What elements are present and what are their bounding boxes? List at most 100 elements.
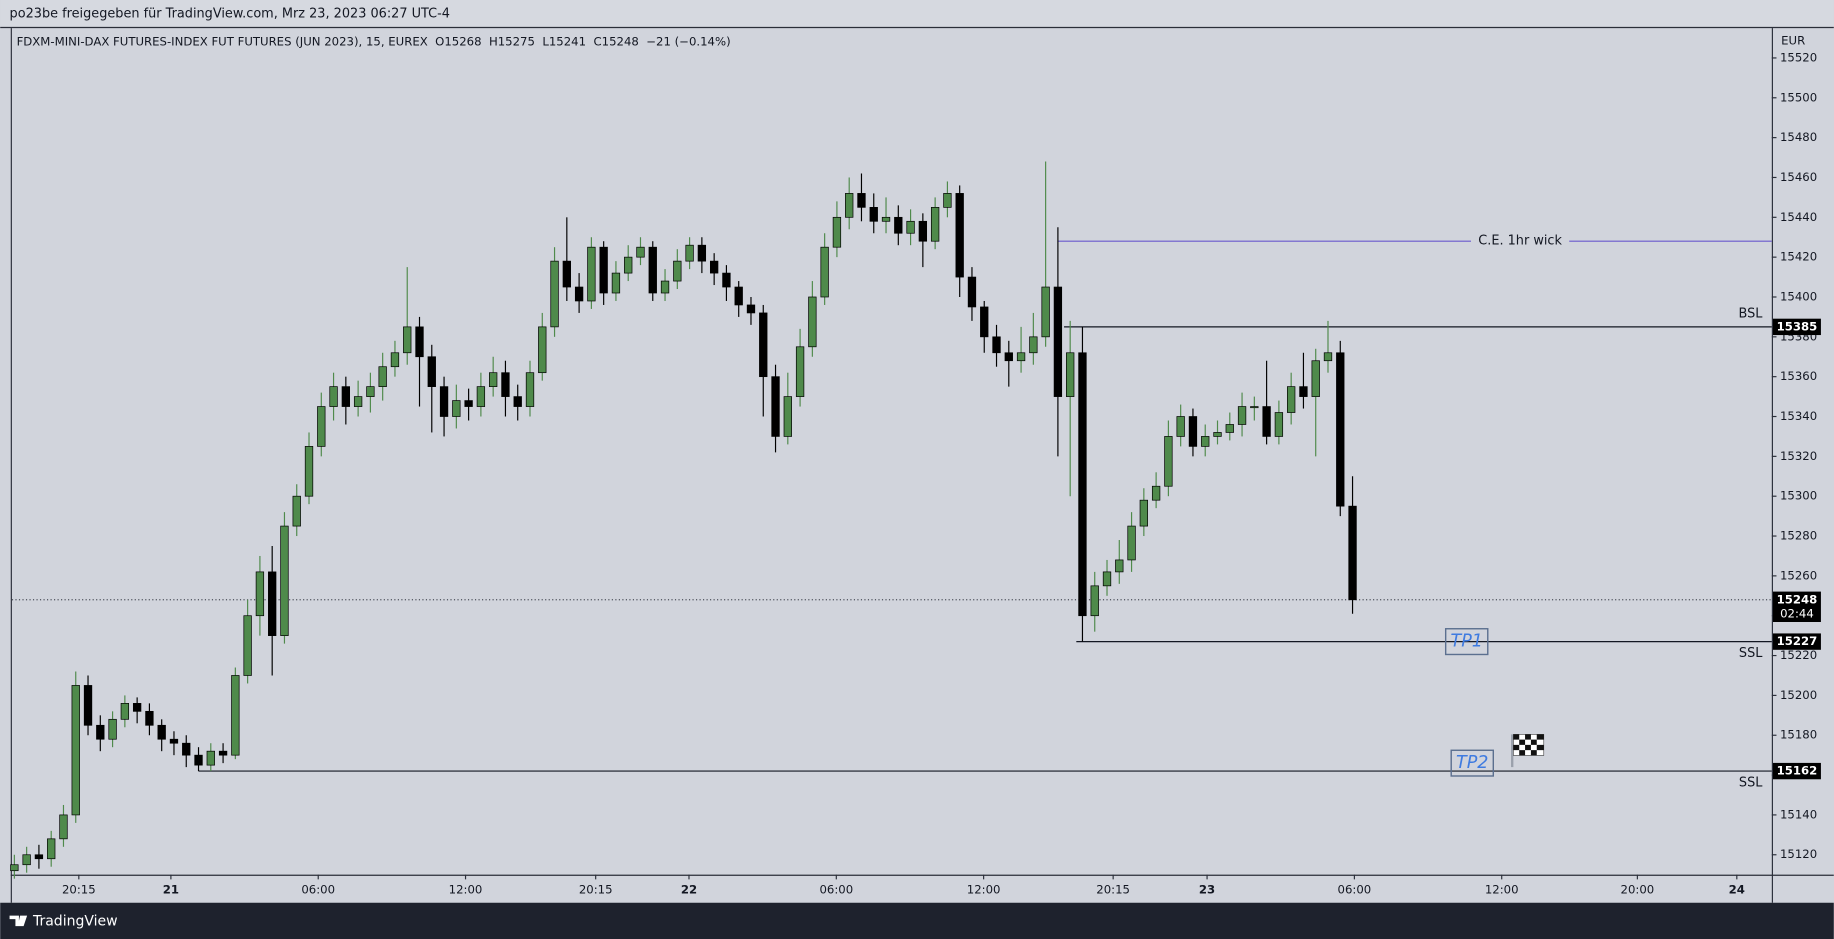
- y-tick-label: 15280: [1780, 529, 1817, 543]
- candle-body: [611, 272, 621, 294]
- candle-body: [1041, 286, 1050, 338]
- x-tick-label: 12:00: [1485, 882, 1519, 896]
- y-tick-label: 15220: [1780, 648, 1817, 662]
- candle-body: [1323, 352, 1333, 362]
- candle-body: [194, 754, 203, 766]
- x-tick-label: 06:00: [301, 882, 335, 896]
- candle-body: [1016, 352, 1026, 362]
- x-tick-label: 21: [163, 882, 179, 896]
- plot-area: 1512015140151601518015200152201524015260…: [10, 50, 1821, 896]
- candle-body: [820, 246, 829, 298]
- candle-body: [501, 372, 510, 397]
- last-price-tag: [1772, 591, 1821, 623]
- candle-body: [845, 193, 854, 218]
- y-tick-label: 15340: [1780, 409, 1817, 423]
- candle-body: [1336, 352, 1345, 507]
- candle-body: [1213, 432, 1222, 437]
- candle-body: [648, 246, 657, 294]
- candle-body: [1201, 436, 1210, 447]
- candle-body: [943, 193, 952, 208]
- y-tick-label: 15420: [1780, 250, 1817, 264]
- candle-body: [169, 738, 179, 744]
- candle-body: [1066, 352, 1075, 397]
- x-tick-label: 06:00: [1338, 882, 1372, 896]
- candle-body: [415, 326, 424, 358]
- candle-body: [1102, 571, 1112, 587]
- candle-body: [906, 220, 915, 234]
- candle-body: [1127, 525, 1136, 561]
- candle-body: [378, 366, 387, 387]
- candle-body: [1078, 352, 1087, 617]
- candle-body: [660, 280, 670, 294]
- brand-name: TradingView: [32, 913, 118, 929]
- candle-body: [599, 246, 608, 294]
- y-tick-label: 15300: [1780, 489, 1817, 503]
- annotation-box: [1450, 749, 1494, 777]
- x-tick-label: 24: [1729, 882, 1745, 896]
- candle-body: [832, 216, 842, 248]
- candle-body: [132, 703, 142, 712]
- candle-body: [206, 750, 215, 766]
- candle-body: [771, 376, 780, 437]
- candle-body: [636, 246, 645, 258]
- candle-body: [304, 446, 314, 497]
- candle-body: [734, 286, 743, 306]
- candle-body: [587, 246, 596, 302]
- symbol-legend: FDXM-MINI-DAX FUTURES-INDEX FUT FUTURES …: [17, 35, 731, 49]
- x-tick-label: 12:00: [967, 882, 1001, 896]
- candle-body: [145, 710, 154, 726]
- candle-body: [268, 571, 277, 636]
- candle-body: [550, 260, 559, 328]
- level-label: SSL: [1739, 646, 1763, 661]
- candle-body: [1348, 505, 1357, 601]
- finish-flag: [1511, 734, 1545, 768]
- candle-body: [280, 525, 289, 636]
- y-tick-label: 15260: [1780, 568, 1817, 582]
- candle-body: [182, 742, 191, 756]
- candle-body: [255, 571, 265, 617]
- candle-body: [980, 306, 989, 338]
- price-tag: [1772, 318, 1821, 336]
- candle-body: [452, 400, 461, 417]
- candle-body: [930, 206, 940, 242]
- candle-body: [403, 326, 412, 354]
- candle-body: [1225, 424, 1234, 433]
- candle-body: [1237, 406, 1247, 425]
- candle-body: [366, 386, 375, 397]
- x-tick-label: 20:15: [579, 882, 613, 896]
- candle-body: [685, 244, 694, 262]
- y-tick-label: 15500: [1780, 90, 1817, 104]
- y-tick-label: 15120: [1780, 847, 1817, 861]
- candle-body: [1311, 360, 1320, 397]
- candle-body: [624, 256, 633, 274]
- candle-body: [783, 396, 792, 437]
- bottom-bar: [0, 902, 1834, 939]
- candle-body: [869, 206, 878, 222]
- candle-body: [1274, 412, 1284, 437]
- candle-body: [108, 718, 117, 740]
- candle-body: [1151, 485, 1161, 501]
- price-tag-label: 15162: [1777, 764, 1818, 778]
- candle-body: [22, 854, 31, 866]
- candle-body: [83, 685, 93, 726]
- candle-body: [317, 406, 326, 447]
- candle-body: [1287, 386, 1296, 413]
- candle-body: [513, 396, 522, 407]
- candle-body: [427, 356, 436, 387]
- candle-body: [1029, 336, 1038, 354]
- candle-body: [673, 260, 682, 282]
- candle-body: [746, 304, 756, 314]
- share-title: po23be freigegeben für TradingView.com, …: [10, 7, 450, 22]
- candle-body: [157, 724, 166, 740]
- candle-body: [1164, 436, 1173, 487]
- price-tag-label: 15227: [1777, 634, 1818, 648]
- candle-body: [1250, 406, 1259, 409]
- countdown-label: 02:44: [1780, 606, 1814, 620]
- candle-body: [1188, 416, 1198, 447]
- candle-body: [918, 220, 928, 242]
- candle-body: [439, 386, 449, 417]
- top-bar: [0, 0, 1834, 27]
- candle-body: [96, 724, 105, 740]
- candle-body: [1299, 386, 1308, 397]
- y-tick-label: 15400: [1780, 289, 1817, 303]
